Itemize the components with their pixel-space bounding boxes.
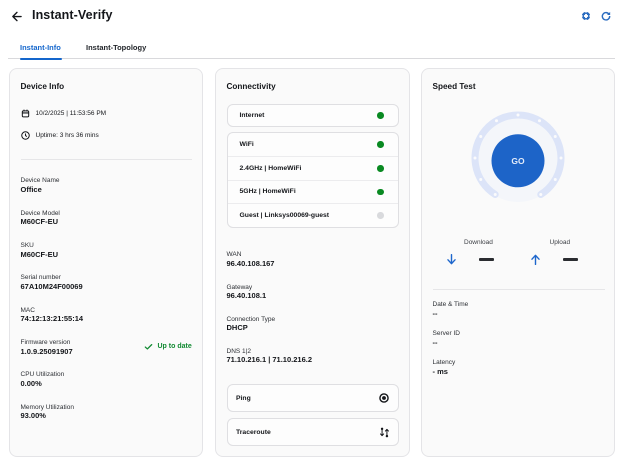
- svg-text:GO: GO: [511, 156, 525, 166]
